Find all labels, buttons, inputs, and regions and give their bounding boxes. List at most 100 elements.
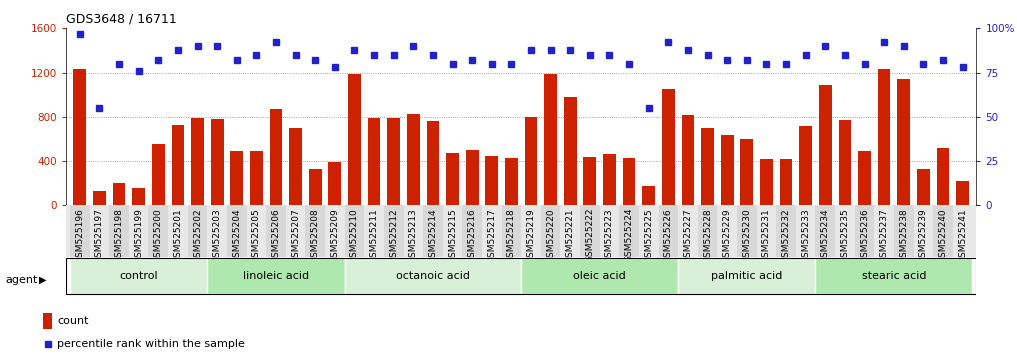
Text: GSM525204: GSM525204 [232, 208, 241, 263]
Bar [698, 205, 717, 257]
Text: GSM525211: GSM525211 [369, 208, 378, 263]
Bar [643, 186, 655, 205]
Bar [266, 205, 286, 257]
Text: GSM525226: GSM525226 [664, 208, 673, 263]
Bar [544, 74, 557, 205]
Bar [250, 151, 262, 205]
Text: GSM525224: GSM525224 [624, 208, 634, 262]
Bar [541, 205, 560, 257]
Bar [152, 144, 165, 205]
Bar [148, 205, 168, 257]
Bar [70, 258, 207, 294]
Bar [878, 69, 891, 205]
Text: GSM525220: GSM525220 [546, 208, 555, 263]
Text: GSM525229: GSM525229 [723, 208, 731, 263]
Text: GSM525213: GSM525213 [409, 208, 418, 263]
Bar [501, 205, 521, 257]
Bar [799, 126, 812, 205]
Bar [521, 205, 541, 257]
Bar [776, 205, 796, 257]
Text: GSM525231: GSM525231 [762, 208, 771, 263]
Text: stearic acid: stearic acid [861, 271, 926, 281]
Text: GSM525228: GSM525228 [703, 208, 712, 263]
Bar [757, 205, 776, 257]
Text: GSM525240: GSM525240 [939, 208, 948, 263]
Bar [168, 205, 188, 257]
Bar [132, 188, 145, 205]
Bar [172, 125, 184, 205]
Text: GSM525203: GSM525203 [213, 208, 222, 263]
Bar [835, 205, 854, 257]
Bar [482, 205, 501, 257]
Text: octanoic acid: octanoic acid [396, 271, 470, 281]
Text: GSM525200: GSM525200 [154, 208, 163, 263]
Text: GSM525214: GSM525214 [428, 208, 437, 263]
Text: GSM525201: GSM525201 [174, 208, 182, 263]
Text: linoleic acid: linoleic acid [243, 271, 309, 281]
Text: GSM525230: GSM525230 [742, 208, 752, 263]
Bar [368, 118, 380, 205]
Bar [89, 205, 109, 257]
Bar [819, 85, 832, 205]
Bar [681, 115, 695, 205]
Bar [639, 205, 659, 257]
Bar [937, 148, 949, 205]
Text: GSM525208: GSM525208 [311, 208, 319, 263]
Bar [463, 205, 482, 257]
Bar [659, 205, 678, 257]
Bar [191, 118, 204, 205]
Text: GSM525206: GSM525206 [272, 208, 281, 263]
Bar [73, 69, 86, 205]
Bar [246, 205, 266, 257]
Bar [383, 205, 404, 257]
Text: GSM525210: GSM525210 [350, 208, 359, 263]
Text: GSM525212: GSM525212 [390, 208, 399, 263]
Bar [600, 205, 619, 257]
Bar [423, 205, 442, 257]
Bar [404, 205, 423, 257]
Bar [721, 135, 733, 205]
Bar [207, 258, 345, 294]
Bar [816, 258, 972, 294]
Bar [701, 128, 714, 205]
Bar [854, 205, 875, 257]
Bar [286, 205, 305, 257]
Bar [780, 159, 792, 205]
Text: GSM525227: GSM525227 [683, 208, 693, 263]
Text: GSM525199: GSM525199 [134, 208, 143, 263]
Bar [188, 205, 207, 257]
Text: GSM525196: GSM525196 [75, 208, 84, 263]
Bar [109, 205, 129, 257]
Bar [662, 89, 674, 205]
Bar [584, 156, 596, 205]
Bar [560, 205, 580, 257]
Text: GSM525217: GSM525217 [487, 208, 496, 263]
Bar [875, 205, 894, 257]
Text: GSM525209: GSM525209 [331, 208, 340, 263]
Text: GSM525239: GSM525239 [918, 208, 928, 263]
Text: GSM525225: GSM525225 [644, 208, 653, 263]
Bar [446, 153, 459, 205]
Bar [364, 205, 383, 257]
Bar [622, 158, 636, 205]
Bar [917, 169, 930, 205]
Text: GSM525238: GSM525238 [899, 208, 908, 263]
Text: count: count [57, 316, 88, 326]
Text: GSM525207: GSM525207 [291, 208, 300, 263]
Bar [407, 114, 420, 205]
Bar [43, 313, 53, 329]
Text: palmitic acid: palmitic acid [711, 271, 782, 281]
Bar [760, 159, 773, 205]
Bar [227, 205, 246, 257]
Bar [211, 119, 224, 205]
Bar [740, 139, 754, 205]
Bar [953, 205, 972, 257]
Bar [894, 205, 913, 257]
Text: GSM525216: GSM525216 [468, 208, 477, 263]
Text: percentile rank within the sample: percentile rank within the sample [57, 339, 245, 349]
Bar [838, 120, 851, 205]
Bar [270, 109, 283, 205]
Text: GSM525241: GSM525241 [958, 208, 967, 263]
Bar [466, 150, 479, 205]
Bar [678, 205, 698, 257]
